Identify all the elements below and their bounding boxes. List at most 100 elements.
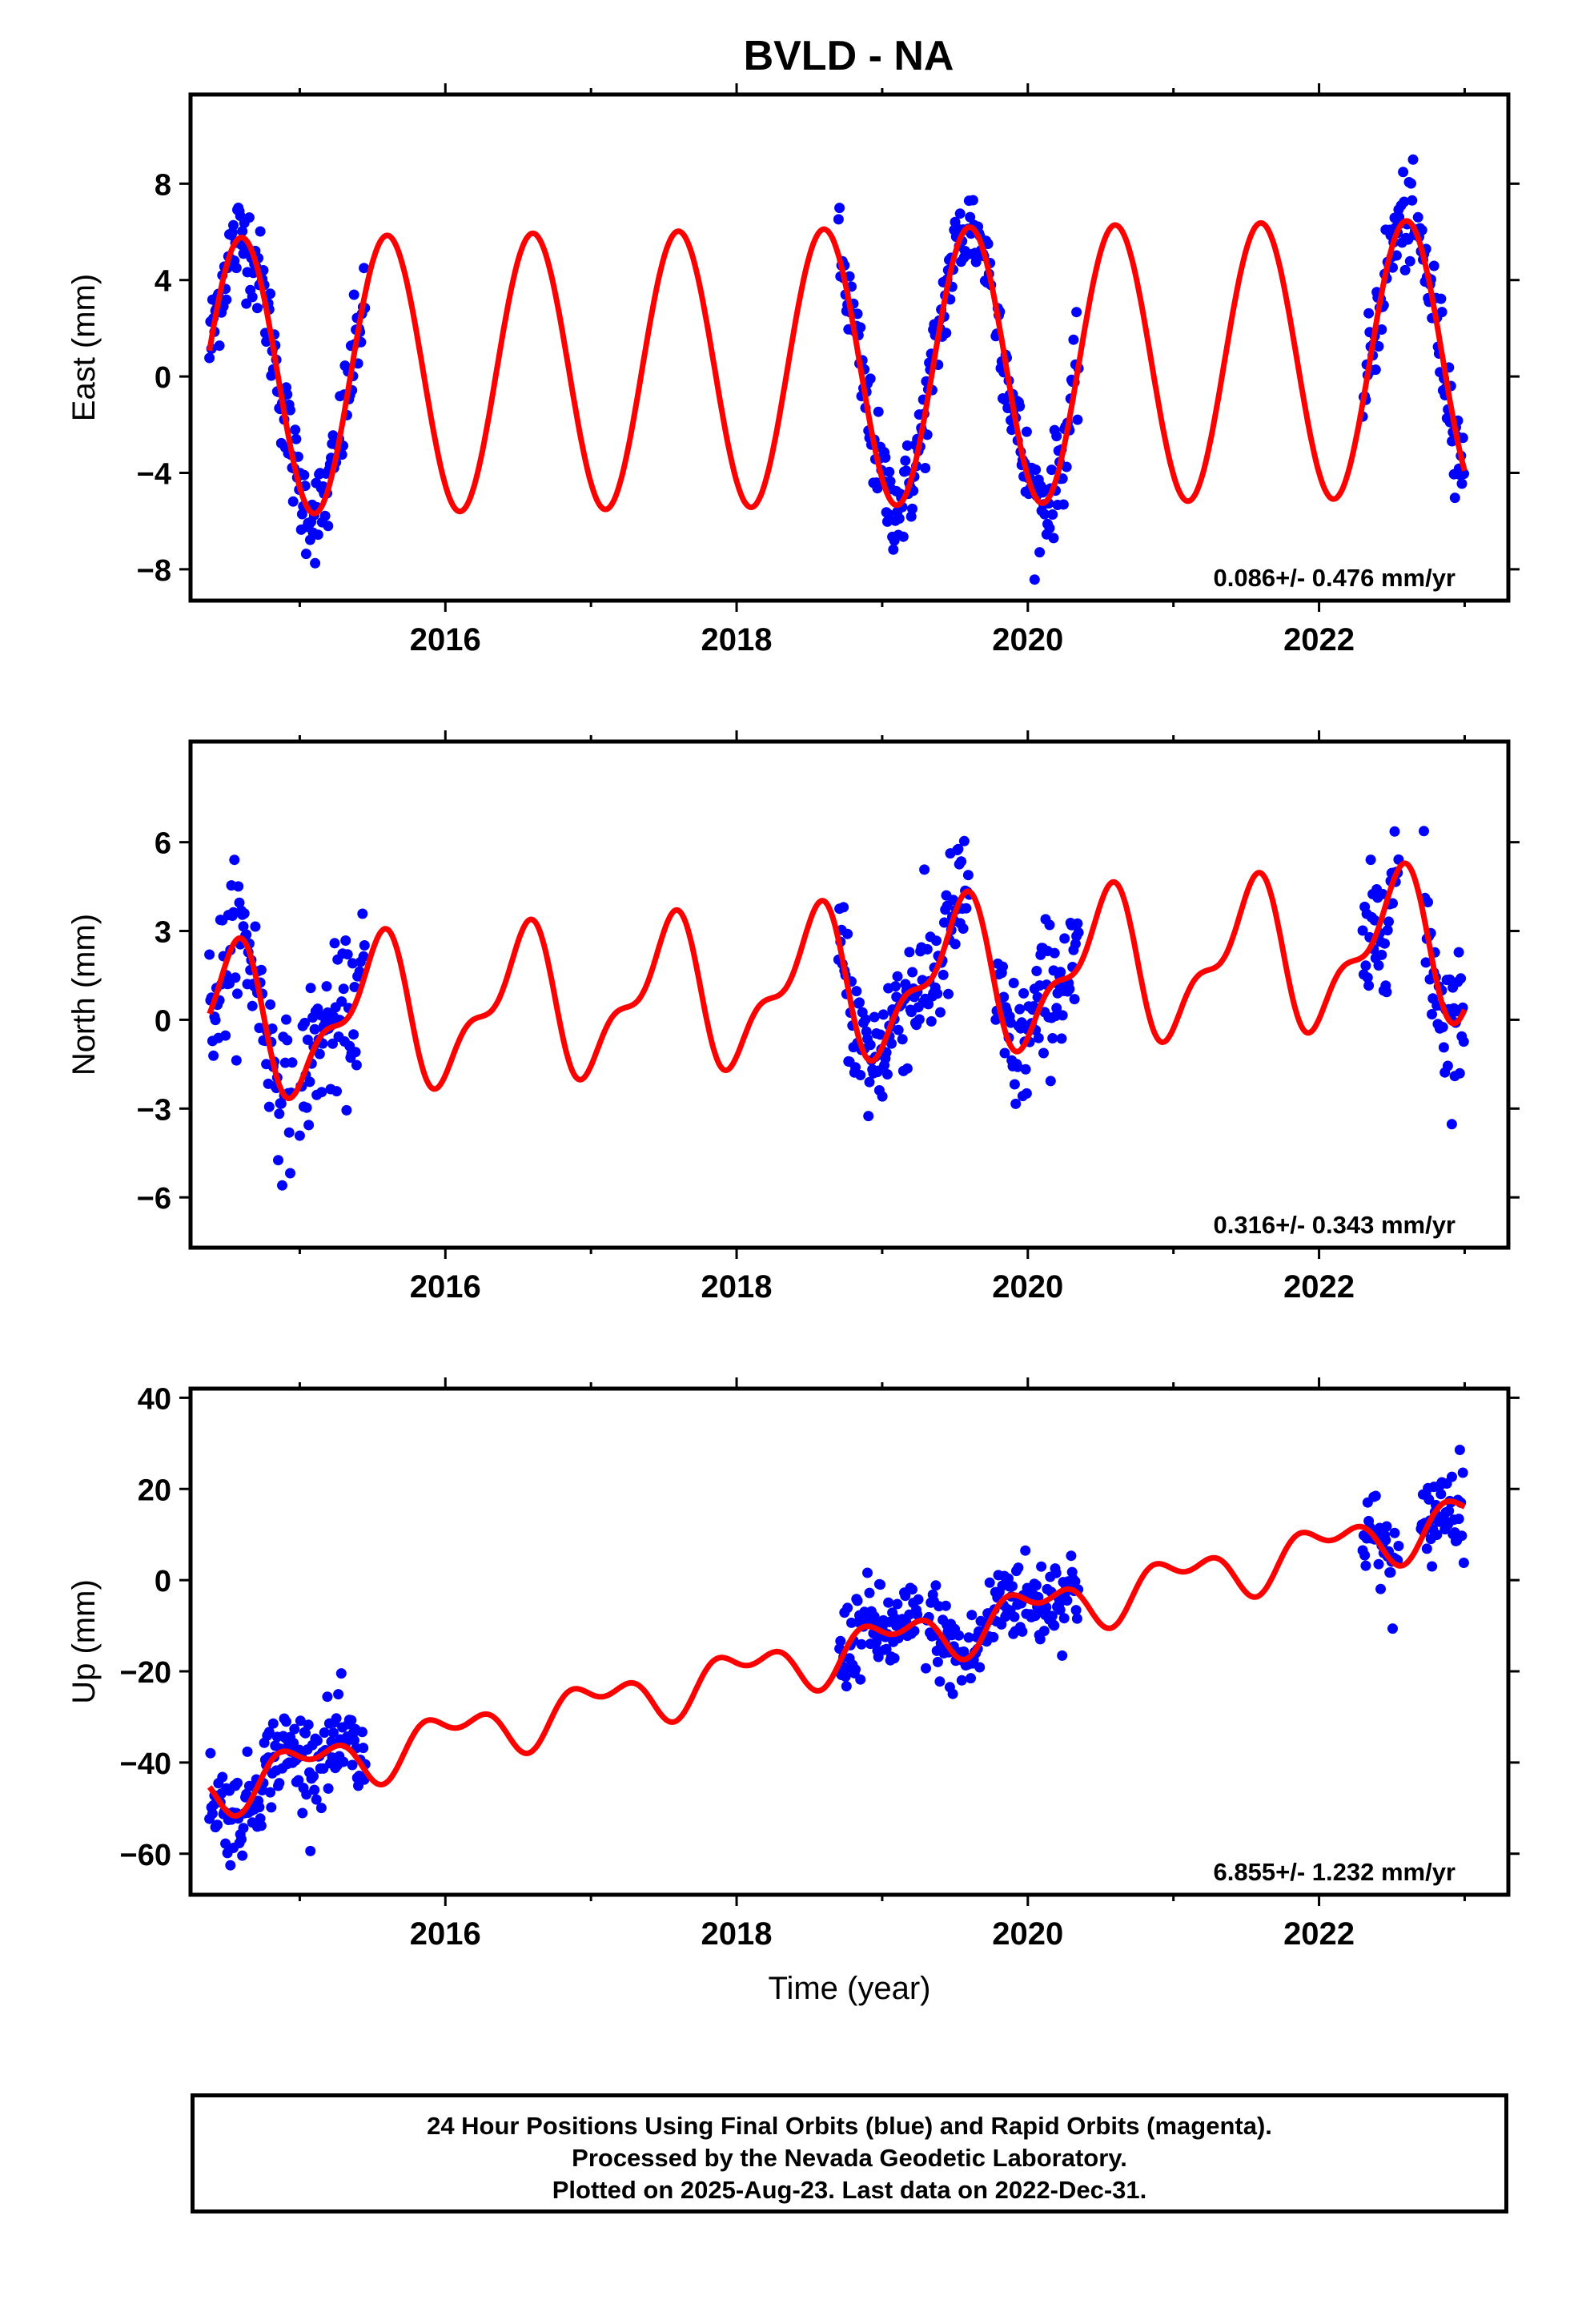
north-data-point bbox=[299, 1017, 311, 1028]
north-data-point bbox=[341, 1104, 352, 1116]
north-data-point bbox=[359, 940, 370, 951]
up-data-point bbox=[1360, 1560, 1371, 1571]
east-data-point bbox=[897, 531, 909, 542]
up-data-point bbox=[1381, 1521, 1392, 1532]
up-data-point bbox=[864, 1587, 875, 1598]
north-data-point bbox=[301, 1102, 312, 1113]
north-data-point bbox=[282, 1035, 293, 1046]
north-data-point bbox=[869, 1011, 880, 1023]
up-data-point bbox=[956, 1675, 967, 1686]
up-y-tick-label: −60 bbox=[120, 1839, 171, 1872]
up-data-point bbox=[1435, 1489, 1447, 1500]
up-data-point bbox=[1070, 1605, 1082, 1616]
north-data-point bbox=[1446, 1119, 1457, 1130]
east-data-point bbox=[1373, 341, 1384, 352]
east-data-point bbox=[982, 239, 994, 249]
east-data-point bbox=[1039, 509, 1050, 520]
north-data-point bbox=[1031, 966, 1042, 976]
east-y-axis-label: East (mm) bbox=[66, 274, 102, 421]
east-data-point bbox=[872, 483, 883, 494]
north-data-point bbox=[953, 843, 964, 854]
north-data-point bbox=[1379, 938, 1390, 949]
north-data-point bbox=[958, 923, 969, 934]
up-data-point bbox=[220, 1838, 231, 1849]
north-data-point bbox=[358, 951, 369, 962]
north-data-point bbox=[919, 864, 930, 875]
up-data-point bbox=[331, 1713, 342, 1724]
east-data-point bbox=[290, 424, 301, 436]
north-data-point bbox=[1008, 978, 1019, 988]
up-data-point bbox=[940, 1600, 951, 1611]
up-data-point bbox=[265, 1787, 276, 1798]
north-data-point bbox=[336, 996, 347, 1007]
north-data-point bbox=[938, 969, 949, 980]
north-data-point bbox=[1437, 1022, 1448, 1033]
east-x-tick-label: 2018 bbox=[701, 622, 773, 657]
north-data-point bbox=[935, 1007, 946, 1018]
up-y-tick-label: −20 bbox=[120, 1656, 171, 1690]
north-data-point bbox=[838, 902, 849, 913]
north-data-point bbox=[1021, 1088, 1032, 1099]
up-data-point bbox=[347, 1759, 358, 1771]
east-data-point bbox=[888, 544, 899, 555]
up-data-point bbox=[308, 1771, 319, 1782]
north-data-point bbox=[923, 999, 934, 1010]
north-data-point bbox=[277, 1180, 287, 1191]
east-data-point bbox=[214, 340, 225, 352]
north-data-point bbox=[238, 921, 249, 932]
east-data-point bbox=[883, 509, 894, 520]
up-data-point bbox=[1049, 1620, 1060, 1631]
east-data-point bbox=[1407, 195, 1418, 206]
north-data-point bbox=[943, 988, 954, 999]
north-data-point bbox=[263, 1101, 275, 1112]
north-data-point bbox=[228, 907, 239, 918]
north-data-point bbox=[860, 1014, 871, 1025]
east-data-point bbox=[237, 226, 248, 237]
east-x-tick-label: 2016 bbox=[410, 622, 481, 657]
up-data-point bbox=[912, 1609, 923, 1620]
up-data-point bbox=[909, 1626, 920, 1637]
east-data-point bbox=[834, 203, 845, 214]
east-data-point bbox=[310, 557, 321, 569]
up-data-point bbox=[842, 1602, 853, 1614]
north-y-tick-label: −6 bbox=[137, 1182, 171, 1216]
north-data-point bbox=[1377, 888, 1388, 899]
north-data-point bbox=[1362, 972, 1373, 983]
north-model-group bbox=[207, 860, 1468, 1101]
up-data-point bbox=[1030, 1610, 1041, 1622]
east-y-tick-label: 8 bbox=[155, 168, 171, 202]
north-data-point bbox=[1383, 916, 1394, 927]
chart-title: BVLD - NA bbox=[743, 33, 954, 79]
up-data-point bbox=[1020, 1545, 1031, 1556]
north-data-point bbox=[1458, 1036, 1469, 1047]
north-data-point bbox=[229, 854, 240, 866]
east-data-point bbox=[1014, 400, 1026, 412]
north-data-point bbox=[349, 982, 360, 992]
north-data-point bbox=[1363, 980, 1375, 991]
north-data-point bbox=[208, 1050, 219, 1061]
north-data-point bbox=[931, 935, 942, 947]
north-data-point bbox=[309, 1023, 320, 1035]
north-data-point bbox=[274, 1108, 285, 1120]
up-data-point bbox=[1389, 1527, 1400, 1538]
north-x-tick-label: 2022 bbox=[1283, 1269, 1355, 1305]
up-data-point bbox=[238, 1823, 249, 1834]
up-data-point bbox=[966, 1610, 978, 1621]
north-data-point bbox=[907, 967, 918, 978]
up-data-point bbox=[934, 1676, 946, 1687]
up-data-point bbox=[322, 1691, 333, 1703]
north-data-point bbox=[948, 895, 959, 906]
east-data-point bbox=[1399, 264, 1411, 275]
up-data-point bbox=[289, 1723, 300, 1735]
east-data-point bbox=[231, 263, 242, 274]
up-data-point bbox=[1423, 1494, 1435, 1505]
east-data-point bbox=[900, 455, 911, 466]
north-data-point bbox=[350, 1047, 361, 1058]
up-data-point bbox=[305, 1845, 316, 1856]
up-data-point bbox=[1017, 1626, 1028, 1637]
north-data-point bbox=[1033, 1032, 1044, 1043]
up-data-point bbox=[225, 1860, 236, 1871]
up-data-point bbox=[1456, 1530, 1468, 1542]
up-data-point bbox=[1054, 1604, 1066, 1615]
north-data-point bbox=[1051, 1003, 1062, 1014]
